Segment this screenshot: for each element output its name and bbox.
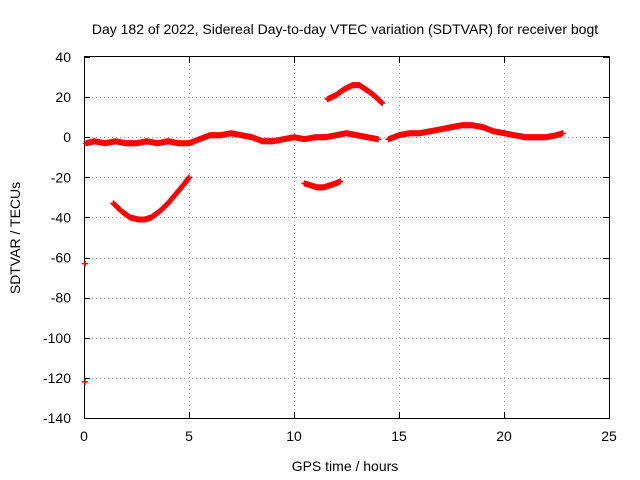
y-tick-label: 20 bbox=[55, 89, 71, 105]
data-point-baseline bbox=[375, 136, 381, 143]
y-tick-label: -40 bbox=[51, 209, 71, 225]
y-tick-label: -60 bbox=[51, 250, 71, 266]
x-tick-label: 5 bbox=[185, 428, 193, 444]
y-tick-label: -140 bbox=[43, 410, 71, 426]
plot-frame bbox=[84, 56, 610, 419]
y-tick-label: 40 bbox=[55, 49, 71, 65]
y-tick-label: -80 bbox=[51, 290, 71, 306]
data-point-outliers bbox=[82, 378, 89, 385]
y-tick-label: -120 bbox=[43, 370, 71, 386]
data-point-short-arc bbox=[337, 178, 344, 185]
x-axis-ticks: 0 5 10 15 20 25 bbox=[80, 57, 617, 444]
data-point-tail bbox=[559, 130, 566, 137]
y-axis-label: SDTVAR / TECUs bbox=[7, 182, 23, 294]
grid bbox=[84, 57, 609, 418]
data-point-peak-arc bbox=[378, 99, 385, 106]
x-tick-label: 0 bbox=[80, 428, 88, 444]
x-tick-label: 25 bbox=[601, 428, 617, 444]
y-tick-label: -100 bbox=[43, 330, 71, 346]
data-point-dip-arc bbox=[186, 174, 192, 181]
x-tick-label: 20 bbox=[496, 428, 512, 444]
y-tick-label: -20 bbox=[51, 169, 71, 185]
y-axis-ticks: -140 -120 -100 -80 -60 -40 -20 0 20 40 bbox=[43, 49, 609, 426]
data-point-dip-arc bbox=[185, 175, 192, 182]
x-axis-label: GPS time / hours bbox=[292, 458, 399, 474]
x-tick-label: 10 bbox=[286, 428, 302, 444]
data-point-outliers bbox=[82, 260, 89, 267]
chart-title: Day 182 of 2022, Sidereal Day-to-day VTE… bbox=[92, 21, 598, 37]
y-tick-label: 0 bbox=[63, 129, 71, 145]
data-points bbox=[82, 82, 566, 385]
data-point-peak-arc bbox=[379, 100, 386, 107]
x-tick-label: 15 bbox=[391, 428, 407, 444]
